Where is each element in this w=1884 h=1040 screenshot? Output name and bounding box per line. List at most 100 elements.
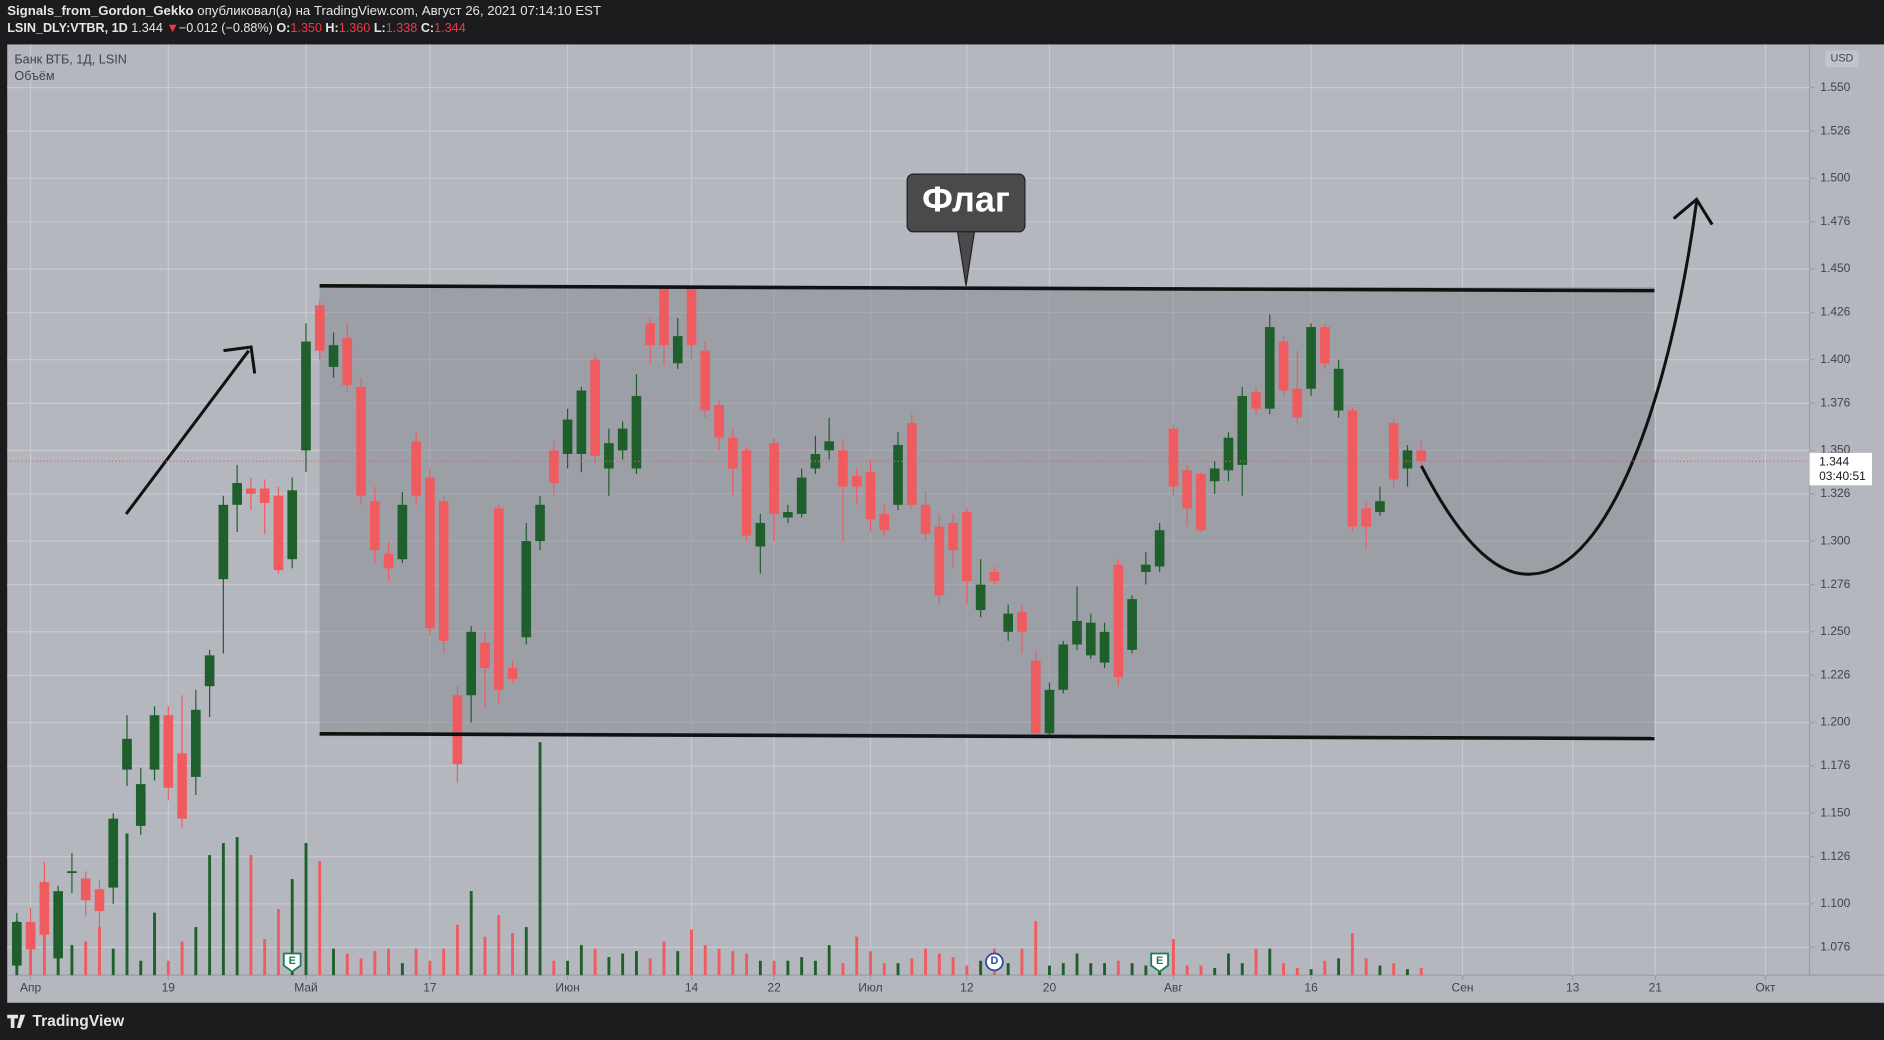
volume-bar — [951, 957, 955, 976]
volume-bar — [1130, 963, 1134, 976]
volume-bar — [166, 960, 170, 976]
candle-body — [975, 584, 986, 611]
y-tick-label: 1.176 — [1820, 758, 1850, 772]
volume-bar — [442, 948, 446, 976]
candle-body — [1044, 689, 1055, 734]
candle-body — [135, 784, 146, 826]
flag-top-line — [319, 284, 1655, 293]
volume-bar — [621, 953, 625, 976]
candle-body — [1251, 392, 1261, 409]
legend: Банк ВТБ, 1Д, LSIN — [14, 52, 126, 66]
candle-body — [631, 395, 642, 469]
volume-bar — [277, 909, 280, 976]
volume-bar — [263, 939, 267, 976]
candle-body — [824, 441, 835, 451]
volume-bar — [924, 948, 928, 976]
y-tick-label: 1.076 — [1820, 940, 1850, 954]
candle-body — [548, 450, 559, 484]
candle-body — [962, 512, 972, 581]
flag-bottom-line — [319, 731, 1655, 741]
x-tick-label: 20 — [1043, 981, 1057, 995]
candle-body — [25, 922, 36, 950]
candle-body — [1017, 611, 1027, 632]
candle-body — [397, 504, 408, 560]
candle-body — [1196, 473, 1206, 531]
candle-body — [659, 287, 669, 346]
x-tick-label: Май — [294, 981, 318, 995]
candle-body — [700, 350, 711, 411]
symbol: LSIN_DLY:VTBR, 1D — [7, 21, 128, 35]
o-value: 1.350 — [290, 21, 322, 35]
volume-bar — [208, 855, 212, 976]
volume-bar — [965, 965, 969, 976]
y-tick-label: 1.276 — [1820, 577, 1850, 591]
y-tick-label: 1.376 — [1820, 395, 1850, 409]
volume-bar — [579, 945, 583, 976]
volume-bar — [469, 891, 473, 976]
volume-bar — [1392, 963, 1396, 976]
candle-body — [1306, 327, 1316, 389]
volume-bar — [1419, 967, 1423, 976]
candle-body — [177, 753, 187, 819]
volume-bar — [414, 948, 418, 976]
event-marker — [282, 952, 302, 973]
candle-body — [1264, 327, 1275, 409]
arrow-up — [124, 345, 257, 515]
volume-bar — [318, 861, 322, 976]
volume-bar — [111, 948, 115, 976]
candle-body — [1030, 660, 1041, 734]
event-marker — [985, 952, 1004, 972]
candle-body — [1113, 564, 1124, 678]
volume-bar — [373, 951, 377, 976]
candle-body — [314, 305, 325, 351]
x-tick-label: Окт — [1755, 981, 1776, 995]
candle-body — [232, 483, 242, 505]
volume-bar — [332, 948, 335, 976]
candle-body — [1320, 327, 1330, 364]
candle-body — [865, 472, 876, 520]
y-tick-label: 1.226 — [1820, 667, 1850, 681]
candle-body — [521, 541, 532, 638]
volume-bar — [1048, 965, 1051, 976]
volume-bar — [593, 948, 597, 976]
volume-bar — [221, 843, 225, 976]
y-tick-label: 1.400 — [1820, 352, 1850, 366]
volume-bar — [869, 951, 872, 976]
x-tick-label: 14 — [685, 981, 699, 995]
candle-body — [989, 571, 1000, 581]
candle-body — [879, 513, 890, 531]
x-tick-label: Сен — [1452, 981, 1474, 995]
volume-bar — [882, 963, 886, 976]
candle-body — [356, 386, 366, 496]
candle-body — [287, 490, 298, 560]
x-tick-label: Июл — [858, 981, 882, 995]
volume-bar — [400, 963, 404, 976]
candle-body — [1347, 410, 1358, 527]
candle-body — [370, 501, 380, 551]
c-label: C: — [421, 21, 434, 35]
volume-bar — [1006, 963, 1010, 976]
candle-body — [301, 341, 311, 451]
volume-bar — [1075, 953, 1079, 976]
candle-body — [1223, 437, 1234, 471]
y-tick-label: 1.250 — [1820, 624, 1850, 638]
volume-bar — [70, 945, 74, 976]
volume-bar — [1364, 958, 1368, 976]
l-value: 1.338 — [386, 21, 418, 35]
y-tick-label: 1.126 — [1820, 849, 1850, 863]
volume-bar — [717, 948, 721, 976]
volume-bar — [772, 960, 776, 976]
candle-body — [1141, 564, 1151, 572]
candle-body — [12, 922, 22, 966]
event-marker — [1150, 952, 1169, 973]
y-tick-label: 1.500 — [1820, 170, 1850, 184]
callout-text: Флаг — [922, 178, 1010, 219]
volume-bar — [98, 927, 101, 976]
candle-body — [342, 337, 353, 386]
candle-body — [1099, 631, 1110, 663]
event-label: D — [991, 955, 999, 967]
volume-bar — [634, 951, 638, 976]
volume-bar — [1213, 967, 1217, 976]
volume-bar — [662, 941, 666, 976]
